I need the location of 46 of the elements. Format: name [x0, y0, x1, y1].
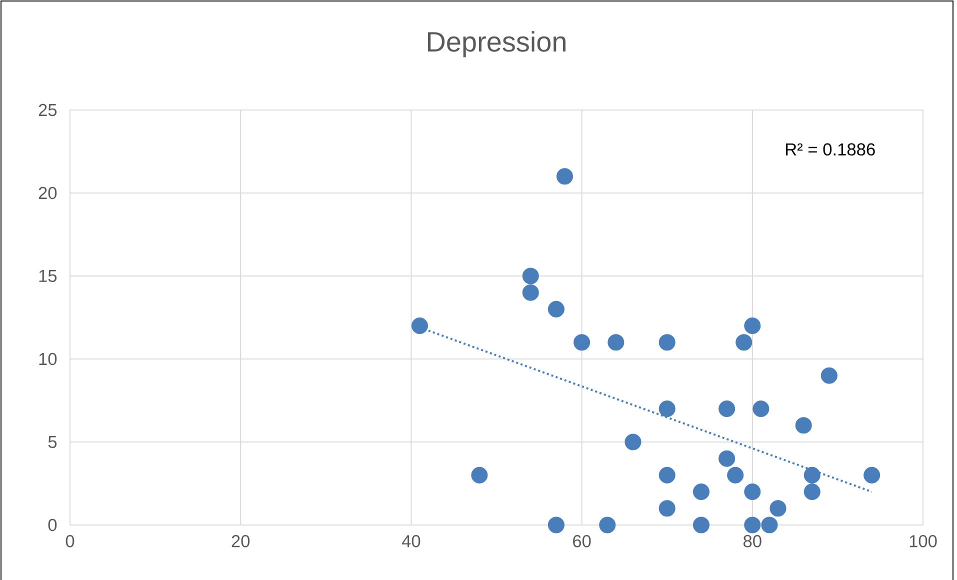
point	[608, 334, 624, 351]
point	[795, 417, 812, 434]
point	[752, 400, 770, 418]
point	[658, 500, 676, 517]
y-tick-label: 20	[38, 186, 57, 200]
x-tick-label: 60	[573, 535, 591, 548]
point	[820, 367, 838, 384]
point	[804, 484, 820, 500]
point	[718, 450, 736, 467]
point	[624, 434, 642, 450]
point	[411, 318, 428, 334]
point	[761, 516, 778, 534]
point	[744, 318, 761, 334]
point	[658, 400, 676, 418]
annotation: R² = 0.1886	[786, 143, 875, 156]
y-tick-label: 10	[39, 352, 57, 366]
x-tick-label: 20	[232, 535, 250, 548]
point	[658, 466, 676, 484]
x-tick-label: 100	[910, 535, 937, 548]
x-tick-label: 40	[402, 535, 420, 548]
point	[471, 466, 488, 484]
point	[804, 466, 820, 484]
chart-title: Depression	[428, 31, 566, 58]
point	[599, 516, 616, 534]
y-tick-label: 15	[39, 270, 57, 282]
point	[770, 500, 786, 517]
point	[522, 268, 539, 284]
point	[556, 168, 574, 185]
point	[548, 516, 564, 534]
point	[692, 516, 710, 534]
x-tick-label: 80	[744, 535, 762, 548]
point	[574, 334, 590, 351]
point	[864, 466, 880, 484]
point	[692, 484, 710, 500]
y-tick-label: 25	[38, 104, 57, 116]
point	[718, 400, 736, 418]
x-tick-label: 0	[66, 535, 74, 548]
y-tick-label: 5	[48, 436, 57, 448]
point	[744, 484, 761, 500]
point	[658, 334, 676, 351]
point	[744, 516, 761, 534]
point	[736, 334, 752, 351]
y-tick-label: 0	[48, 518, 57, 532]
point	[727, 466, 744, 484]
point	[522, 284, 539, 301]
point	[548, 300, 564, 318]
